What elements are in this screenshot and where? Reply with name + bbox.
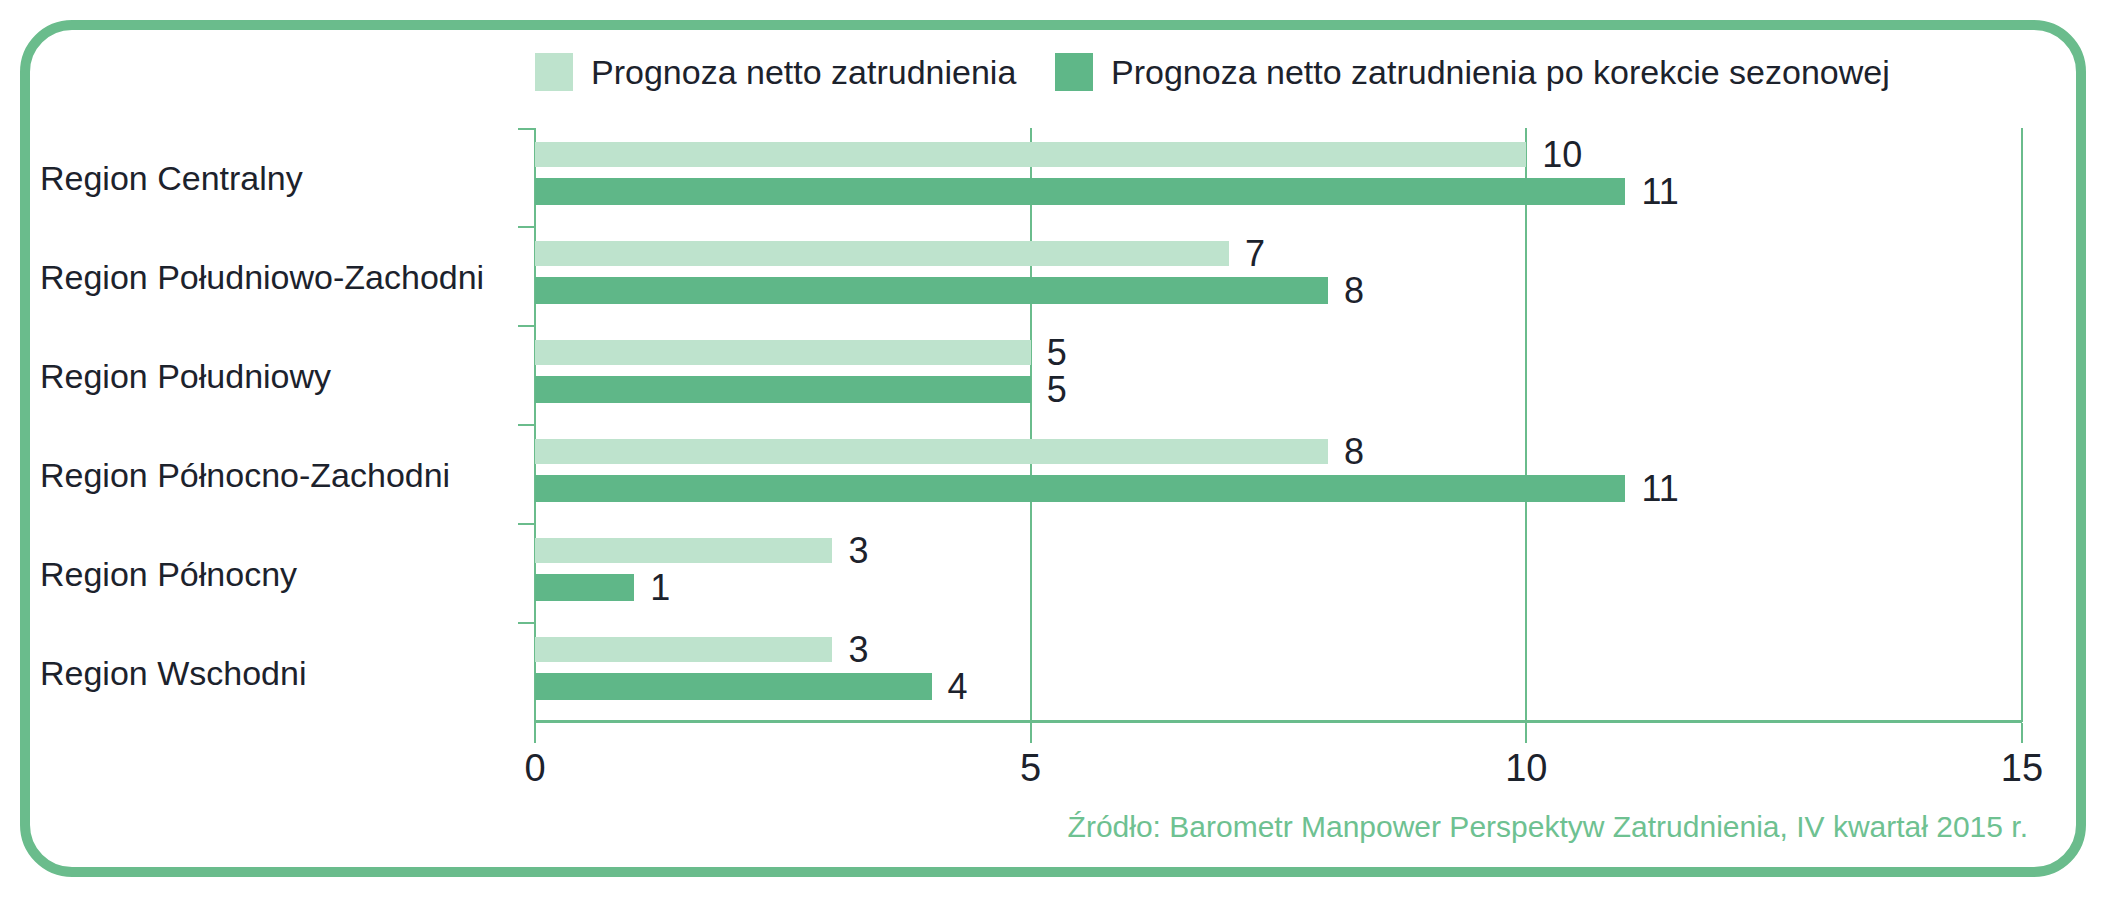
category-label: Region Centralny bbox=[40, 158, 303, 197]
x-axis-tick-15 bbox=[2021, 723, 2023, 743]
category-label: Region Południowo-Zachodni bbox=[40, 257, 484, 296]
bar-series-1 bbox=[535, 241, 1229, 266]
y-axis-tick-2 bbox=[518, 325, 534, 327]
value-label: 4 bbox=[948, 666, 968, 708]
value-label: 11 bbox=[1641, 468, 1678, 510]
value-label: 1 bbox=[650, 567, 670, 609]
legend-label-series-2: Prognoza netto zatrudnienia po korekcie … bbox=[1111, 53, 1890, 92]
bar-series-1 bbox=[535, 637, 832, 662]
x-axis-tick-0 bbox=[534, 723, 536, 743]
bar-series-2 bbox=[535, 277, 1328, 304]
bar-series-2 bbox=[535, 475, 1625, 502]
y-axis-tick-5 bbox=[518, 622, 534, 624]
x-tick-label-15: 15 bbox=[2001, 747, 2043, 790]
x-tick-label-5: 5 bbox=[1020, 747, 1041, 790]
x-tick-label-10: 10 bbox=[1505, 747, 1547, 790]
legend-item-series-1: Prognoza netto zatrudnienia bbox=[535, 52, 1016, 92]
y-axis-tick-1 bbox=[518, 226, 534, 228]
y-axis-tick-4 bbox=[518, 523, 534, 525]
x-tick-label-0: 0 bbox=[524, 747, 545, 790]
bar-series-1 bbox=[535, 142, 1526, 167]
bar-series-1 bbox=[535, 538, 832, 563]
chart-screenshot: Prognoza netto zatrudnienia Prognoza net… bbox=[0, 0, 2106, 897]
bar-series-2 bbox=[535, 178, 1625, 205]
source-note: Źródło: Barometr Manpower Perspektyw Zat… bbox=[1068, 810, 2028, 844]
bar-series-1 bbox=[535, 340, 1031, 365]
x-axis-tick-10 bbox=[1525, 723, 1527, 743]
value-label: 11 bbox=[1641, 171, 1678, 213]
y-axis-tick-0 bbox=[518, 128, 534, 130]
value-label: 8 bbox=[1344, 270, 1364, 312]
value-label: 3 bbox=[848, 530, 868, 572]
category-label: Region Wschodni bbox=[40, 653, 306, 692]
value-label: 10 bbox=[1542, 134, 1582, 176]
y-axis-line bbox=[534, 128, 536, 722]
category-label: Region Północny bbox=[40, 554, 297, 593]
gridline-x-15 bbox=[2021, 128, 2023, 722]
legend-item-series-2: Prognoza netto zatrudnienia po korekcie … bbox=[1055, 52, 1890, 92]
x-axis-tick-5 bbox=[1030, 723, 1032, 743]
plot-area: 051015101178558113134 bbox=[535, 128, 2022, 722]
bar-series-1 bbox=[535, 439, 1328, 464]
gridline-x-10 bbox=[1525, 128, 1527, 722]
value-label: 7 bbox=[1245, 233, 1265, 275]
category-label: Region Południowy bbox=[40, 356, 331, 395]
y-axis-tick-3 bbox=[518, 424, 534, 426]
value-label: 5 bbox=[1047, 369, 1067, 411]
bar-series-2 bbox=[535, 574, 634, 601]
bar-series-2 bbox=[535, 673, 932, 700]
category-label: Region Północno-Zachodni bbox=[40, 455, 450, 494]
legend-swatch-dark bbox=[1055, 53, 1093, 91]
legend-swatch-light bbox=[535, 53, 573, 91]
value-label: 5 bbox=[1047, 332, 1067, 374]
gridline-x-5 bbox=[1030, 128, 1032, 722]
value-label: 3 bbox=[848, 629, 868, 671]
x-axis-line bbox=[534, 720, 2022, 723]
value-label: 8 bbox=[1344, 431, 1364, 473]
bar-series-2 bbox=[535, 376, 1031, 403]
legend-label-series-1: Prognoza netto zatrudnienia bbox=[591, 53, 1016, 92]
